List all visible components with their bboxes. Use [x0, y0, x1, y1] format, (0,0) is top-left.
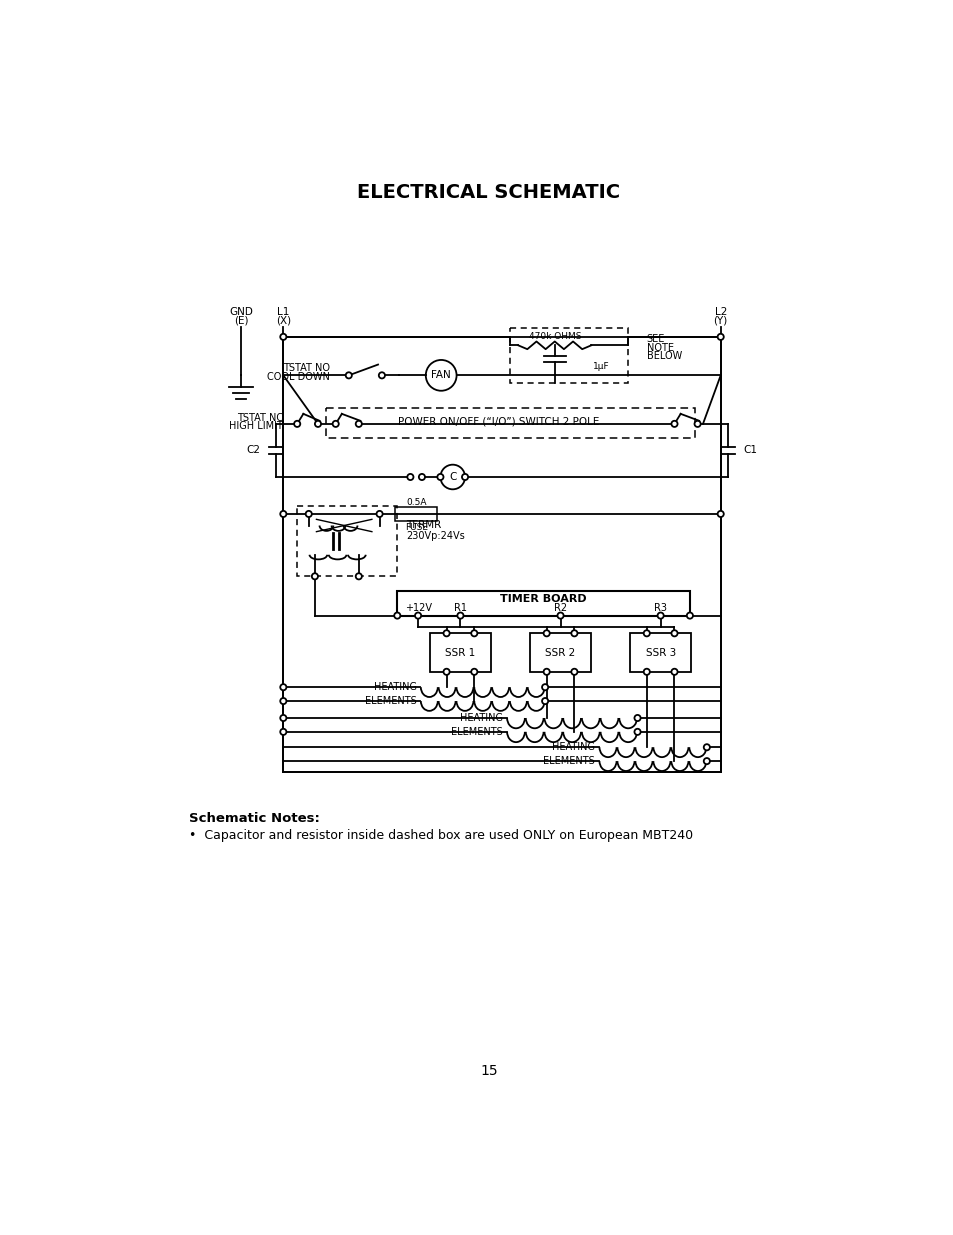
Text: TFRMR: TFRMR — [406, 520, 441, 531]
Text: C: C — [449, 472, 456, 482]
Text: Schematic Notes:: Schematic Notes: — [189, 811, 319, 825]
Text: NOTE: NOTE — [646, 342, 673, 353]
Circle shape — [634, 715, 640, 721]
Circle shape — [643, 630, 649, 636]
Text: 230Vp:24Vs: 230Vp:24Vs — [406, 531, 465, 541]
Bar — [429, 634, 491, 672]
Text: GND: GND — [229, 308, 253, 317]
Text: BELOW: BELOW — [646, 351, 681, 361]
Text: C2: C2 — [246, 446, 260, 456]
Bar — [510, 329, 627, 383]
Circle shape — [643, 668, 649, 674]
Text: POWER ON/OFF (“I/O”) SWITCH 2 POLE: POWER ON/OFF (“I/O”) SWITCH 2 POLE — [397, 416, 599, 426]
Text: ELEMENTS: ELEMENTS — [543, 756, 595, 766]
Circle shape — [443, 668, 449, 674]
Text: R3: R3 — [654, 603, 666, 613]
Circle shape — [543, 630, 549, 636]
Circle shape — [456, 613, 463, 619]
Text: SSR 3: SSR 3 — [645, 647, 675, 657]
Circle shape — [355, 421, 361, 427]
Text: (X): (X) — [275, 316, 291, 326]
Text: FUSE: FUSE — [404, 524, 427, 532]
Circle shape — [634, 729, 640, 735]
Text: L1: L1 — [277, 308, 289, 317]
Circle shape — [312, 573, 317, 579]
Circle shape — [694, 421, 700, 427]
Circle shape — [717, 511, 723, 517]
Text: SSR 2: SSR 2 — [545, 647, 575, 657]
Circle shape — [541, 684, 548, 690]
Text: SEE: SEE — [646, 335, 664, 345]
Circle shape — [436, 474, 443, 480]
Circle shape — [471, 630, 476, 636]
Text: HEATING: HEATING — [459, 713, 502, 722]
Circle shape — [376, 511, 382, 517]
Text: 15: 15 — [479, 1063, 497, 1078]
Bar — [395, 508, 436, 521]
Circle shape — [294, 421, 300, 427]
Circle shape — [571, 668, 577, 674]
Text: FAN: FAN — [431, 370, 451, 380]
Circle shape — [280, 684, 286, 690]
Circle shape — [543, 668, 549, 674]
Text: C1: C1 — [743, 446, 757, 456]
Text: ELEMENTS: ELEMENTS — [451, 727, 502, 737]
Bar — [283, 337, 720, 772]
Circle shape — [557, 613, 563, 619]
Text: TSTAT NO: TSTAT NO — [282, 363, 329, 373]
Text: 1μF: 1μF — [592, 362, 609, 370]
Text: 470k OHMS: 470k OHMS — [528, 331, 580, 341]
Circle shape — [280, 715, 286, 721]
Text: ELECTRICAL SCHEMATIC: ELECTRICAL SCHEMATIC — [357, 183, 619, 203]
Text: (E): (E) — [233, 316, 248, 326]
Bar — [629, 634, 691, 672]
Circle shape — [717, 333, 723, 340]
Text: HEATING: HEATING — [374, 682, 416, 692]
Circle shape — [378, 372, 385, 378]
Circle shape — [703, 745, 709, 751]
Text: +12V: +12V — [404, 603, 431, 613]
Circle shape — [415, 613, 420, 619]
Circle shape — [280, 698, 286, 704]
Text: R1: R1 — [454, 603, 466, 613]
Circle shape — [394, 613, 400, 619]
Text: SSR 1: SSR 1 — [445, 647, 475, 657]
Circle shape — [345, 372, 352, 378]
Bar — [325, 408, 695, 438]
Circle shape — [280, 729, 286, 735]
Circle shape — [280, 511, 286, 517]
Circle shape — [671, 630, 677, 636]
Circle shape — [333, 421, 338, 427]
Circle shape — [355, 573, 361, 579]
Circle shape — [671, 421, 677, 427]
Bar — [396, 592, 689, 615]
Text: TIMER BOARD: TIMER BOARD — [499, 594, 586, 604]
Circle shape — [407, 474, 413, 480]
Text: L2: L2 — [714, 308, 726, 317]
Text: COOL DOWN: COOL DOWN — [267, 372, 329, 382]
Text: 0.5A: 0.5A — [405, 498, 426, 506]
Circle shape — [657, 613, 663, 619]
Circle shape — [305, 511, 312, 517]
Circle shape — [461, 474, 468, 480]
Text: ELEMENTS: ELEMENTS — [364, 697, 416, 706]
Circle shape — [314, 421, 321, 427]
Text: TSTAT NC: TSTAT NC — [237, 412, 283, 422]
Circle shape — [280, 333, 286, 340]
Circle shape — [471, 668, 476, 674]
Circle shape — [686, 613, 692, 619]
Bar — [529, 634, 591, 672]
Circle shape — [418, 474, 425, 480]
Circle shape — [443, 630, 449, 636]
Circle shape — [571, 630, 577, 636]
Circle shape — [703, 758, 709, 764]
Text: (Y): (Y) — [713, 316, 727, 326]
Circle shape — [541, 698, 548, 704]
Circle shape — [671, 668, 677, 674]
Text: •  Capacitor and resistor inside dashed box are used ONLY on European MBT240: • Capacitor and resistor inside dashed b… — [189, 829, 692, 842]
Text: HEATING: HEATING — [552, 742, 595, 752]
Text: HIGH LIMIT: HIGH LIMIT — [230, 421, 283, 431]
Text: R2: R2 — [554, 603, 566, 613]
Bar — [297, 506, 396, 577]
